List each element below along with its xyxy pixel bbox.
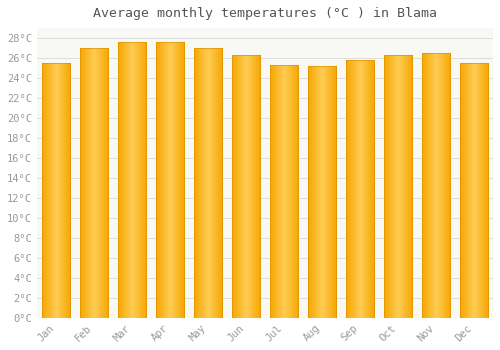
Bar (194, 48, 222, 318)
Bar (384, 55, 412, 318)
Bar (118, 42, 146, 318)
Bar (270, 65, 298, 318)
Bar (346, 60, 374, 318)
Title: Average monthly temperatures (°C ) in Blama: Average monthly temperatures (°C ) in Bl… (93, 7, 437, 20)
Bar (42, 63, 70, 318)
Bar (156, 42, 184, 318)
Bar (308, 66, 336, 318)
Bar (232, 55, 260, 318)
Bar (80, 48, 108, 318)
Bar (460, 63, 488, 318)
Bar (422, 53, 450, 318)
